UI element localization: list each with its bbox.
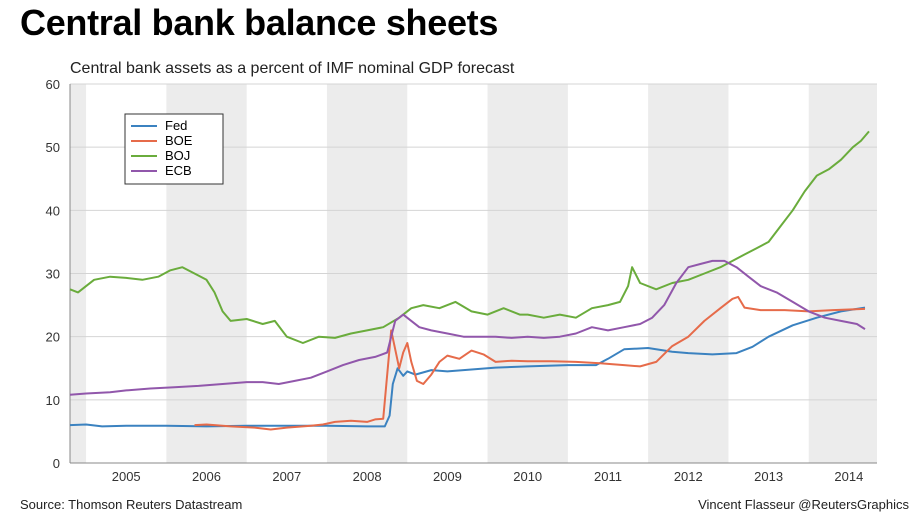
series-line-ecb bbox=[69, 259, 866, 396]
x-tick-label-2012: 2012 bbox=[674, 469, 703, 484]
x-tick-label-2011: 2011 bbox=[594, 469, 622, 484]
y-tick-label-20: 20 bbox=[46, 330, 60, 345]
y-tick-label-10: 10 bbox=[46, 393, 60, 408]
legend-label-boj: BOJ bbox=[165, 148, 190, 163]
axes bbox=[69, 84, 877, 464]
y-tick-labels: 0 10 20 30 40 50 60 bbox=[46, 77, 60, 471]
x-tick-label-2008: 2008 bbox=[353, 469, 382, 484]
x-tick-label-2007: 2007 bbox=[272, 469, 301, 484]
legend-label-fed: Fed bbox=[165, 118, 187, 133]
source-note: Source: Thomson Reuters Datastream bbox=[20, 497, 243, 512]
legend-label-boe: BOE bbox=[165, 133, 193, 148]
x-tick-label-2014: 2014 bbox=[834, 469, 863, 484]
series-line-boe bbox=[194, 295, 866, 431]
series-line-boj bbox=[69, 130, 870, 344]
chart-subtitle: Central bank assets as a percent of IMF … bbox=[70, 60, 515, 77]
series-line-fed bbox=[69, 306, 866, 428]
y-tick-label-40: 40 bbox=[46, 203, 60, 218]
x-tick-label-2010: 2010 bbox=[513, 469, 542, 484]
x-tick-label-2013: 2013 bbox=[754, 469, 783, 484]
x-tick-label-2005: 2005 bbox=[112, 469, 141, 484]
x-tick-label-2009: 2009 bbox=[433, 469, 462, 484]
y-tick-label-60: 60 bbox=[46, 77, 60, 92]
x-tick-label-2006: 2006 bbox=[192, 469, 221, 484]
credit-note: Vincent Flasseur @ReutersGraphics bbox=[698, 497, 909, 512]
series-lines bbox=[69, 130, 870, 431]
chart-title: Central bank balance sheets bbox=[20, 2, 499, 43]
x-tick-labels: 2005 2006 2007 2008 2009 2010 2011 2012 2013 2014 bbox=[112, 469, 864, 484]
y-tick-label-30: 30 bbox=[46, 267, 60, 282]
legend-label-ecb: ECB bbox=[165, 163, 192, 178]
y-tick-label-50: 50 bbox=[46, 140, 60, 155]
y-tick-label-0: 0 bbox=[53, 456, 60, 471]
